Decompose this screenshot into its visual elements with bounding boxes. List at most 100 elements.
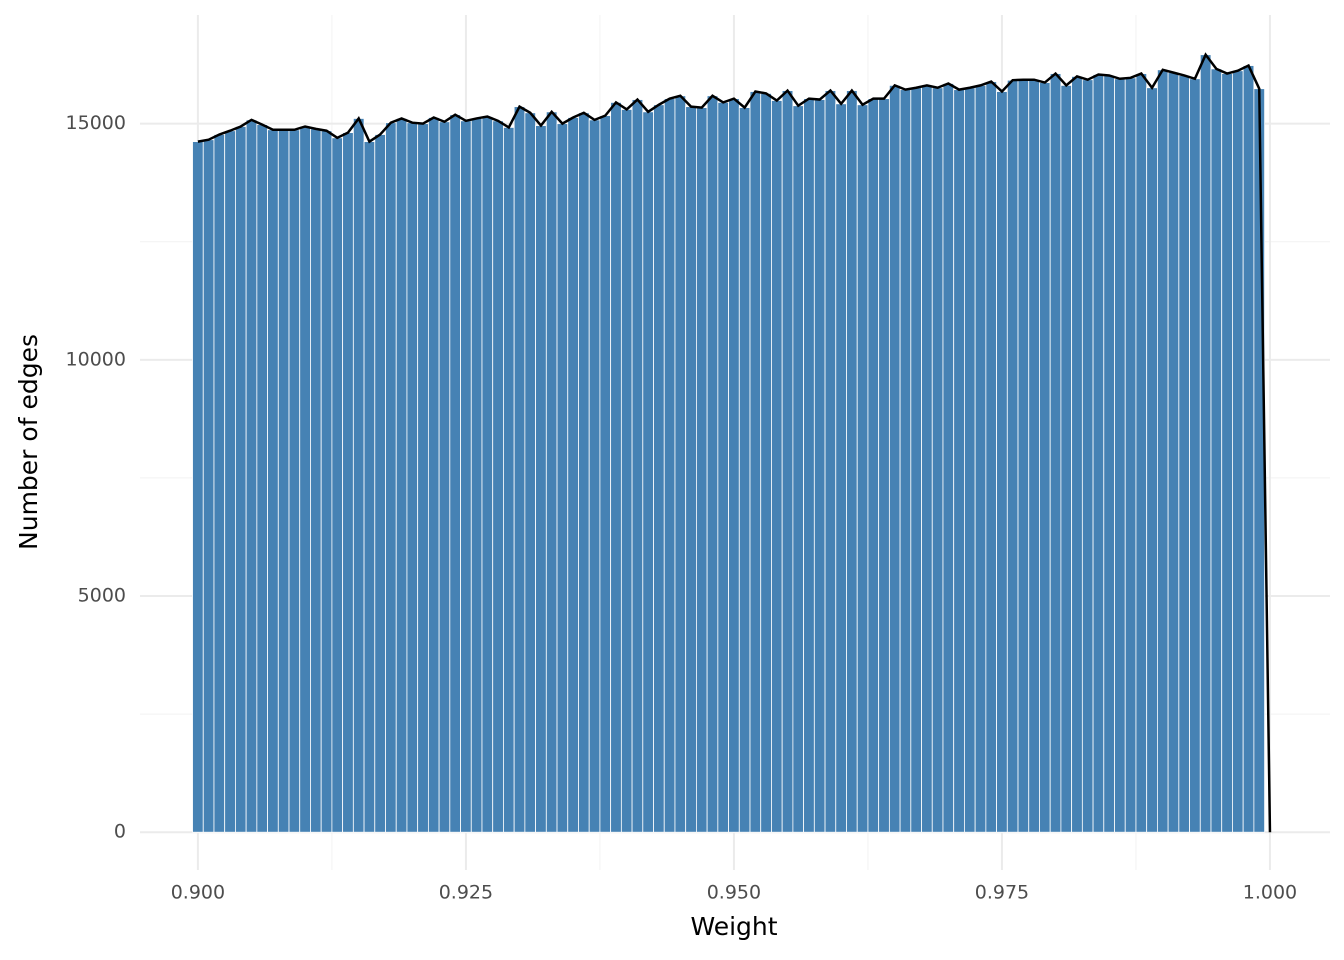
bar: [460, 120, 472, 833]
bar: [1199, 54, 1212, 833]
bar: [803, 98, 815, 833]
bar: [867, 98, 880, 833]
x-tick-label: 0.950: [707, 882, 761, 904]
bar: [899, 89, 912, 833]
bar: [1232, 70, 1244, 833]
bar: [771, 100, 783, 833]
bar: [245, 119, 258, 833]
bar: [417, 123, 429, 833]
bar: [481, 116, 494, 833]
bar: [931, 87, 944, 833]
bar: [663, 98, 676, 833]
bar: [674, 95, 687, 833]
bar: [653, 104, 665, 833]
bar: [342, 132, 354, 833]
bar: [846, 90, 858, 833]
bar: [545, 111, 558, 833]
bar: [1189, 78, 1201, 833]
bar: [910, 87, 922, 833]
x-tick-label: 0.900: [171, 882, 225, 904]
bar: [267, 129, 279, 833]
bar: [1081, 79, 1094, 833]
bar: [620, 109, 633, 833]
bar: [813, 99, 826, 833]
y-tick-label: 10000: [66, 348, 126, 370]
bar: [1039, 82, 1051, 833]
x-tick-label: 0.975: [975, 882, 1029, 904]
bar: [352, 118, 365, 833]
bar: [374, 134, 386, 833]
bar: [599, 115, 612, 833]
bar: [535, 125, 547, 833]
bar: [449, 114, 461, 833]
bar: [1103, 75, 1115, 833]
bar: [642, 111, 654, 833]
bar: [310, 128, 322, 833]
bar: [363, 141, 376, 833]
bar: [878, 98, 890, 833]
bar: [1124, 77, 1137, 833]
bar: [567, 117, 579, 833]
bar: [1156, 69, 1169, 833]
bar: [385, 122, 397, 833]
x-tick-label: 1.000: [1243, 882, 1297, 904]
bar: [513, 106, 526, 833]
bar: [524, 112, 536, 833]
bar: [856, 104, 869, 833]
bar: [631, 99, 644, 833]
bar: [749, 91, 762, 833]
bar: [1092, 74, 1105, 833]
x-tick-label: 0.925: [439, 882, 493, 904]
bar: [288, 129, 301, 833]
bar: [974, 84, 987, 833]
bar: [985, 81, 997, 833]
bar: [921, 84, 933, 833]
bar: [1253, 88, 1266, 833]
bar: [256, 124, 268, 833]
bar: [1221, 73, 1233, 833]
bar: [964, 87, 976, 833]
bar: [610, 101, 622, 833]
bar: [427, 117, 440, 833]
bar: [235, 126, 247, 833]
bar: [1135, 73, 1148, 833]
bar: [1167, 72, 1180, 833]
bar: [1146, 87, 1158, 833]
bar: [760, 93, 772, 833]
bar: [395, 118, 408, 833]
bar: [320, 130, 333, 833]
bar: [792, 105, 805, 833]
bar: [299, 126, 311, 833]
bar: [1060, 84, 1073, 833]
bar: [1210, 68, 1223, 833]
bar: [213, 134, 226, 833]
bar: [492, 120, 504, 833]
bar: [470, 118, 483, 833]
bar: [824, 90, 837, 833]
y-tick-label: 0: [114, 821, 126, 843]
bar: [1242, 65, 1255, 833]
bar: [588, 119, 601, 833]
x-axis-title: Weight: [690, 912, 777, 941]
bar: [192, 141, 204, 833]
bar: [556, 123, 569, 833]
y-axis-title: Number of edges: [14, 334, 43, 550]
bar: [738, 107, 751, 833]
bar: [1114, 78, 1126, 833]
bar: [835, 103, 847, 833]
bar: [503, 127, 515, 833]
bar: [331, 137, 344, 833]
bar: [728, 98, 740, 833]
bar: [406, 122, 419, 833]
bar: [953, 89, 965, 833]
y-tick-label: 15000: [66, 112, 126, 134]
bar: [1017, 79, 1030, 833]
bar: [1049, 73, 1062, 833]
y-tick-label: 5000: [78, 585, 126, 607]
bar: [706, 95, 719, 833]
bar: [996, 91, 1008, 833]
bar: [717, 101, 729, 833]
bar: [438, 121, 451, 833]
bar: [1028, 79, 1040, 833]
